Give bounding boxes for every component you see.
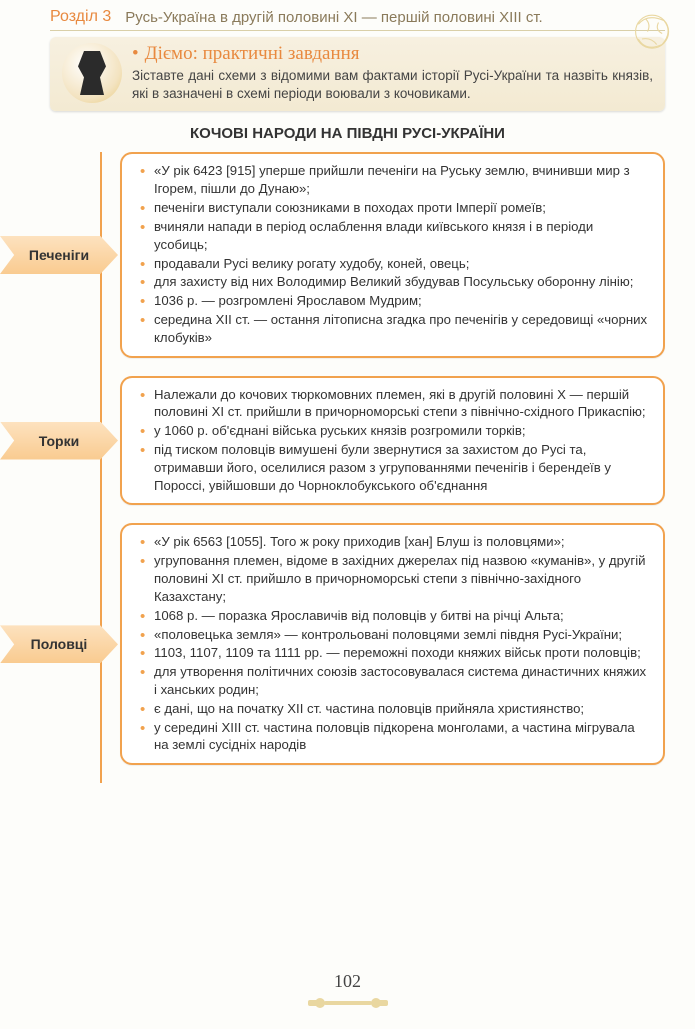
nomads-diagram: Печеніги«У рік 6423 [915] уперше прийшли… [62, 152, 665, 765]
content-box: «У рік 6423 [915] уперше прийшли печеніг… [120, 152, 665, 357]
facts-list: «У рік 6423 [915] уперше прийшли печеніг… [140, 162, 649, 346]
page-footer: 102 [0, 971, 695, 1017]
diagram-block: Половці«У рік 6563 [1055]. Того ж року п… [62, 523, 665, 765]
list-item: під тиском половців вимушені були зверну… [140, 441, 649, 494]
list-item: «половецька земля» — контрольовані полов… [140, 626, 649, 644]
list-item: «У рік 6563 [1055]. Того ж року приходив… [140, 533, 649, 551]
chapter-number: Розділ 3 [50, 8, 111, 26]
list-item: у середині XIII ст. частина половців під… [140, 719, 649, 755]
corner-ornament-icon [620, 6, 675, 61]
page-header: Розділ 3 Русь-Україна в другій половині … [0, 0, 695, 30]
activity-callout: Діємо: практичні завдання Зіставте дані … [50, 37, 665, 111]
list-item: середина XII ст. — остання літописна зга… [140, 311, 649, 347]
block-label: Торки [0, 422, 118, 460]
list-item: продавали Русі велику рогату худобу, кон… [140, 255, 649, 273]
header-rule [50, 30, 665, 31]
list-item: «У рік 6423 [915] уперше прийшли печеніг… [140, 162, 649, 198]
list-item: є дані, що на початку XII ст. частина по… [140, 700, 649, 718]
footer-ornament-icon [288, 994, 408, 1012]
section-title: КОЧОВІ НАРОДИ НА ПІВДНІ РУСІ-УКРАЇНИ [0, 125, 695, 142]
diagram-block: Печеніги«У рік 6423 [915] уперше прийшли… [62, 152, 665, 357]
list-item: 1068 р. — поразка Ярославичів від половц… [140, 607, 649, 625]
facts-list: Належали до кочових тюркомовних племен, … [140, 386, 649, 495]
chapter-title: Русь-Україна в другій половині XI — перш… [125, 9, 542, 26]
list-item: у 1060 р. об'єднані війська руських княз… [140, 422, 649, 440]
content-box: Належали до кочових тюркомовних племен, … [120, 376, 665, 506]
diagram-block: ТоркиНалежали до кочових тюркомовних пле… [62, 376, 665, 506]
callout-body: Діємо: практичні завдання Зіставте дані … [132, 43, 653, 103]
facts-list: «У рік 6563 [1055]. Того ж року приходив… [140, 533, 649, 754]
mascot-icon [62, 43, 122, 103]
list-item: вчиняли напади в період ослаблення влади… [140, 218, 649, 254]
block-label: Печеніги [0, 236, 118, 274]
list-item: для захисту від них Володимир Великий зб… [140, 273, 649, 291]
page-number: 102 [0, 971, 695, 992]
block-label: Половці [0, 625, 118, 663]
content-box: «У рік 6563 [1055]. Того ж року приходив… [120, 523, 665, 765]
callout-text: Зіставте дані схеми з відомими вам факта… [132, 67, 653, 103]
list-item: 1103, 1107, 1109 та 1111 рр. — переможні… [140, 644, 649, 662]
list-item: 1036 р. — розгромлені Ярославом Мудрим; [140, 292, 649, 310]
list-item: угруповання племен, відоме в західних дж… [140, 552, 649, 605]
callout-title: Діємо: практичні завдання [132, 43, 653, 65]
list-item: печеніги виступали союзниками в походах … [140, 199, 649, 217]
list-item: Належали до кочових тюркомовних племен, … [140, 386, 649, 422]
list-item: для утворення політичних союзів застосов… [140, 663, 649, 699]
